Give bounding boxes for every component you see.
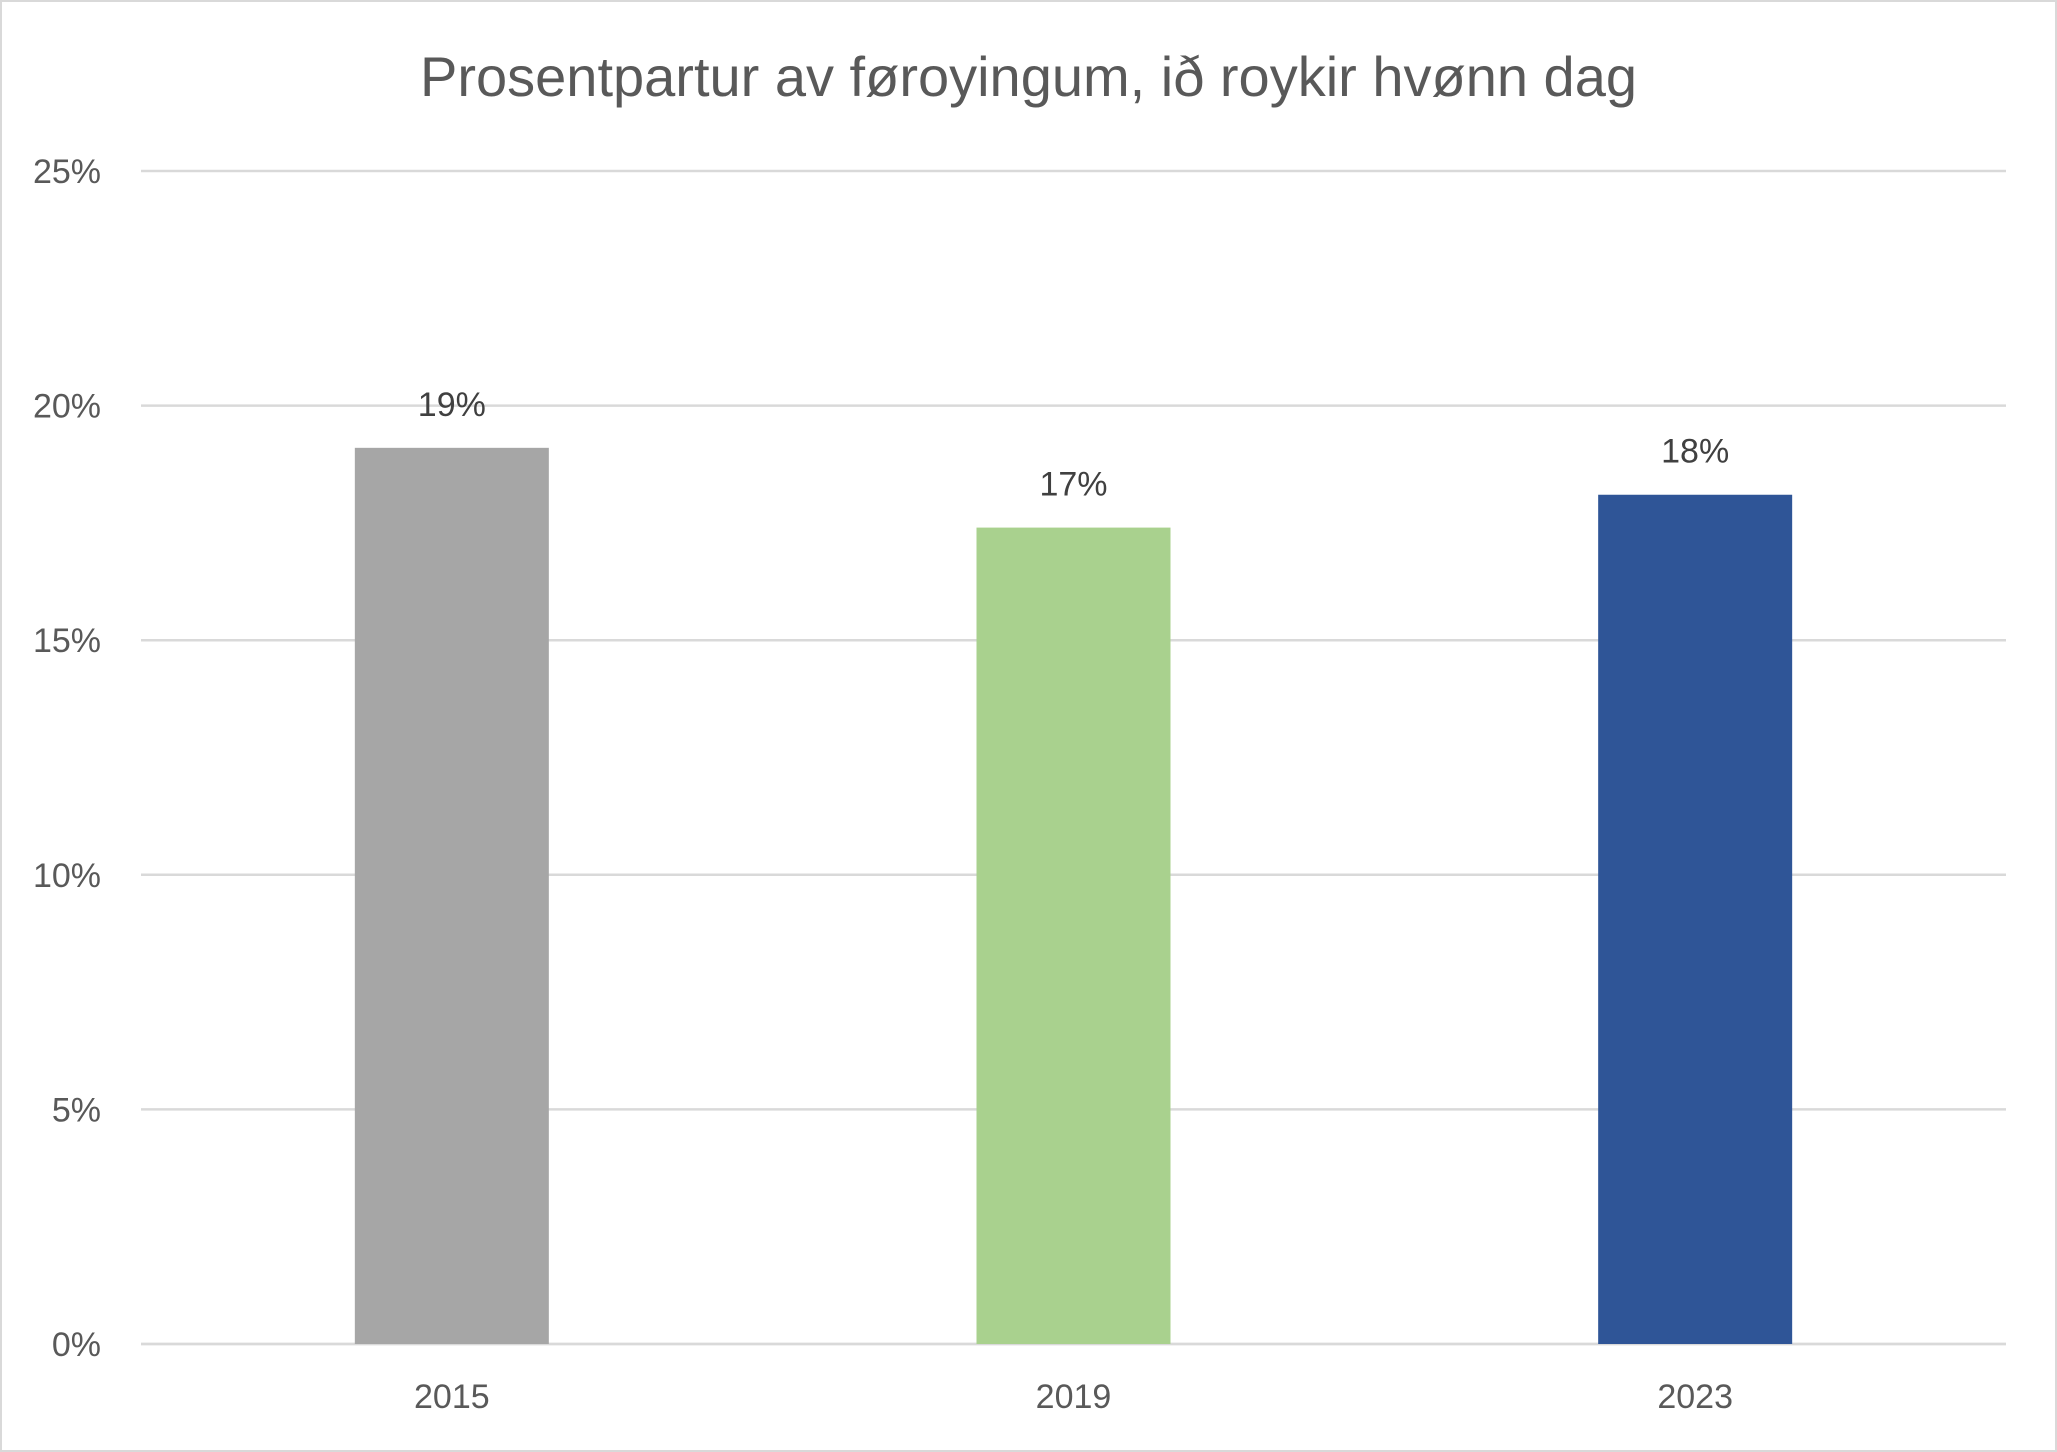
y-tick-label: 15% <box>33 622 101 660</box>
chart-title: Prosentpartur av føroyingum, ið roykir h… <box>420 45 1637 108</box>
bars: 19% 17% 18% <box>354 386 1793 1344</box>
y-tick-label: 25% <box>33 153 101 191</box>
x-tick-label-2023: 2023 <box>1657 1378 1733 1416</box>
bar-2019 <box>976 527 1171 1344</box>
y-axis: 0% 5% 10% 15% 20% 25% <box>33 153 101 1364</box>
x-tick-label-2019: 2019 <box>1036 1378 1112 1416</box>
y-tick-label: 0% <box>52 1326 101 1364</box>
data-label-2019: 17% <box>1039 466 1107 504</box>
x-tick-label-2015: 2015 <box>414 1378 490 1416</box>
y-tick-label: 5% <box>52 1091 101 1129</box>
data-label-2023: 18% <box>1661 433 1729 471</box>
data-label-2015: 19% <box>418 386 486 424</box>
y-tick-label: 10% <box>33 857 101 895</box>
x-axis: 2015 2019 2023 <box>414 1378 1733 1416</box>
y-tick-label: 20% <box>33 388 101 426</box>
bar-2015 <box>354 447 549 1344</box>
bar-2023 <box>1598 494 1793 1344</box>
